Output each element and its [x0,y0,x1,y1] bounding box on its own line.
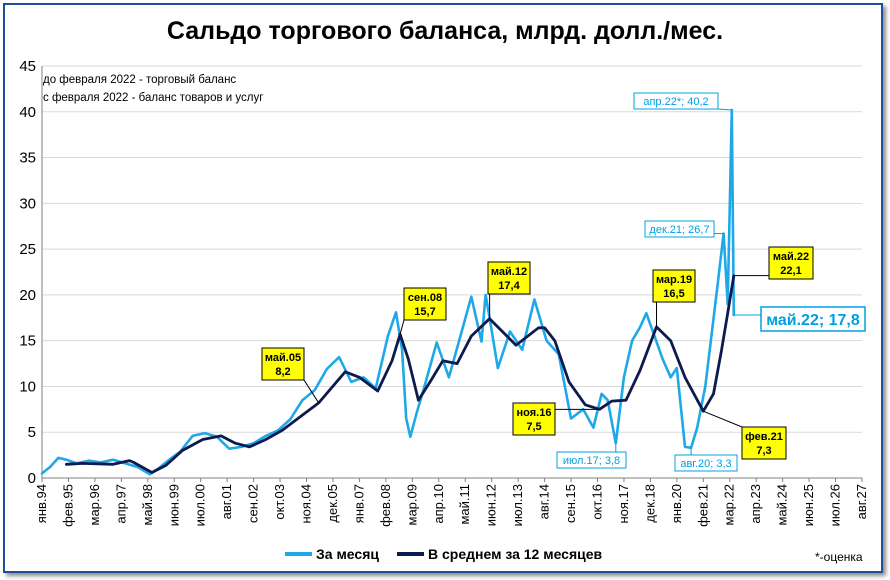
x-tick-label: апр.23 [748,484,763,524]
callout-label: 16,5 [663,288,684,300]
y-tick-label: 10 [19,378,36,395]
callout-box [652,269,696,303]
y-tick-label: 40 [19,104,36,121]
x-tick-label: сен.02 [246,484,261,523]
callout-label: 17,4 [498,280,520,292]
x-tick-label: мар.96 [87,484,102,525]
callout-box [674,454,738,472]
y-tick-label: 45 [19,58,36,75]
callout-box [768,246,814,280]
x-tick-label: апр.97 [113,484,128,524]
callout-leader [703,410,743,428]
callout-leader [717,108,732,111]
callout-label: 8,2 [275,366,290,378]
callout-box [487,261,531,295]
y-axis: 0 5 10 15 20 25 30 35 40 45 [19,58,36,487]
x-tick-label: июн.12 [484,484,499,526]
callout-label: дек.21; 26,7 [649,224,709,236]
legend-label-average: В среднем за 12 месяцев [428,546,603,562]
chart-note-1: до февраля 2022 - торговый баланс [43,74,236,86]
x-tick-label: авг.01 [219,484,234,519]
callout-label: фев.21 [745,431,783,443]
callout-label: май.12 [491,266,527,278]
gridlines [41,65,862,479]
callout-box [556,451,627,469]
callout-box [760,306,866,332]
callout-label: ноя.16 [517,407,552,419]
legend: За месяц В среднем за 12 месяцев [285,546,603,562]
callout-leader [303,379,320,404]
callout-box [261,347,305,381]
callout-box [633,92,719,110]
y-tick-label: 5 [28,424,36,441]
x-tick-label: май.11 [457,484,472,525]
x-tick-label: авг.14 [537,484,552,519]
callout-box [403,287,447,321]
x-tick-label: фев.95 [60,484,75,527]
chart-note-2: с февраля 2022 - баланс товаров и услуг [43,92,263,104]
x-tick-label: июл.26 [828,484,843,526]
x-tick-label: фев.08 [378,484,393,527]
series-line-monthly [40,108,736,476]
y-tick-label: 15 [19,333,36,350]
footnote: *-оценка [815,550,863,564]
y-tick-label: 0 [28,470,36,487]
x-tick-label: апр.10 [431,484,446,524]
callout-box [741,426,787,460]
callout-label: мар.19 [656,274,692,286]
y-tick-label: 35 [19,150,36,167]
callouts: май.05 8,2 сен.08 15,7 май.12 17,4 ноя.16 7,5 ма… [261,92,866,472]
x-axis: янв.94 фев.95 мар.96 апр.97 май.98 июн.99 июл.… [34,478,869,527]
x-tick-label: ноя.17 [616,484,631,524]
callout-label: 7,3 [756,445,771,457]
callout-leader [399,319,405,335]
x-tick-label: мар.22 [722,484,737,525]
callout-label: май.22; 17,8 [766,312,860,329]
x-tick-label: май.98 [140,484,155,526]
y-tick-label: 20 [19,287,36,304]
y-tick-label: 25 [19,241,36,258]
x-tick-label: июн.99 [166,484,181,526]
callout-label: май.22 [773,251,809,263]
callout-box [644,220,715,238]
series-layer [40,108,736,476]
x-tick-label: июл.13 [510,484,525,526]
callout-label: сен.08 [408,292,442,304]
x-tick-label: сен.15 [563,484,578,523]
x-tick-label: фев.21 [695,484,710,527]
series-line-average [65,274,736,474]
x-tick-label: ноя.04 [299,484,314,524]
x-tick-label: янв.07 [351,484,366,523]
chart-title: Сальдо торгового баланса, млрд. долл./ме… [167,17,723,45]
x-tick-label: янв.94 [34,484,49,523]
legend-label-monthly: За месяц [316,546,379,562]
x-tick-label: дек.18 [642,484,657,523]
x-tick-label: май.24 [775,484,790,526]
callout-label: 22,1 [780,265,801,277]
callout-label: 7,5 [526,421,541,433]
x-tick-label: окт.03 [272,484,287,520]
callout-label: авг.20; 3,3 [680,458,731,470]
callout-label: июл.17; 3,8 [563,455,620,467]
x-tick-label: авг.27 [854,484,869,519]
callout-box [512,402,556,436]
callout-label: май.05 [265,352,301,364]
callout-label: 15,7 [414,306,435,318]
x-tick-label: дек.05 [325,484,340,523]
x-tick-label: июл.00 [193,484,208,526]
x-tick-label: мар.09 [404,484,419,525]
x-tick-label: июн.25 [801,484,816,526]
y-tick-label: 30 [19,195,36,212]
callout-label: апр.22*; 40,2 [643,96,708,108]
x-tick-label: янв.20 [669,484,684,523]
x-tick-label: окт.16 [589,484,604,520]
